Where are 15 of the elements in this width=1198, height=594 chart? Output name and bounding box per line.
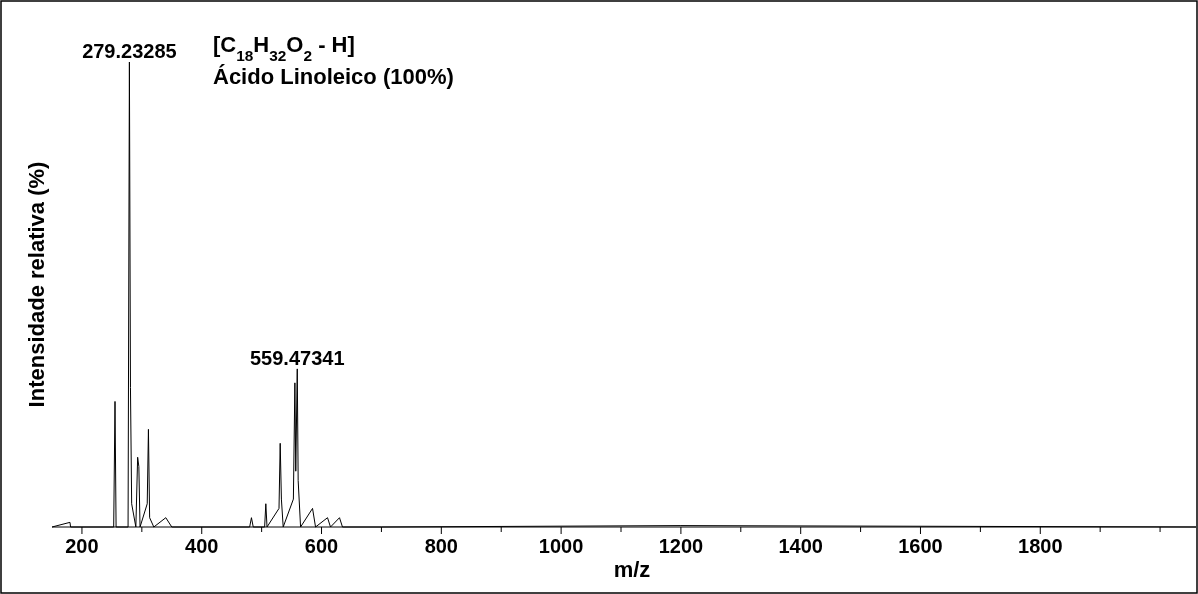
x-tick-label: 1200	[658, 535, 704, 557]
x-tick-label: 600	[304, 535, 339, 557]
annotation: Ácido Linoleico (100%)	[213, 64, 454, 89]
annotation: 279.23285	[82, 40, 177, 62]
x-tick-label: 1600	[898, 535, 943, 557]
x-tick-label: 1000	[538, 535, 584, 557]
x-tick-label: 800	[424, 535, 459, 557]
annotation: [C$_{18}$H$_{32}$O$_{2}$ - H]	[213, 32, 355, 64]
x-tick-label: 1400	[778, 535, 823, 557]
x-tick-label: 400	[185, 535, 219, 557]
annotation: 559.47341	[249, 346, 345, 369]
x-axis-title: m/z	[613, 557, 651, 582]
x-tick-label: 1800	[1018, 535, 1063, 557]
y-axis-title: Intensidade relativa (%)	[24, 161, 49, 408]
x-tick-label: 200	[65, 535, 99, 557]
